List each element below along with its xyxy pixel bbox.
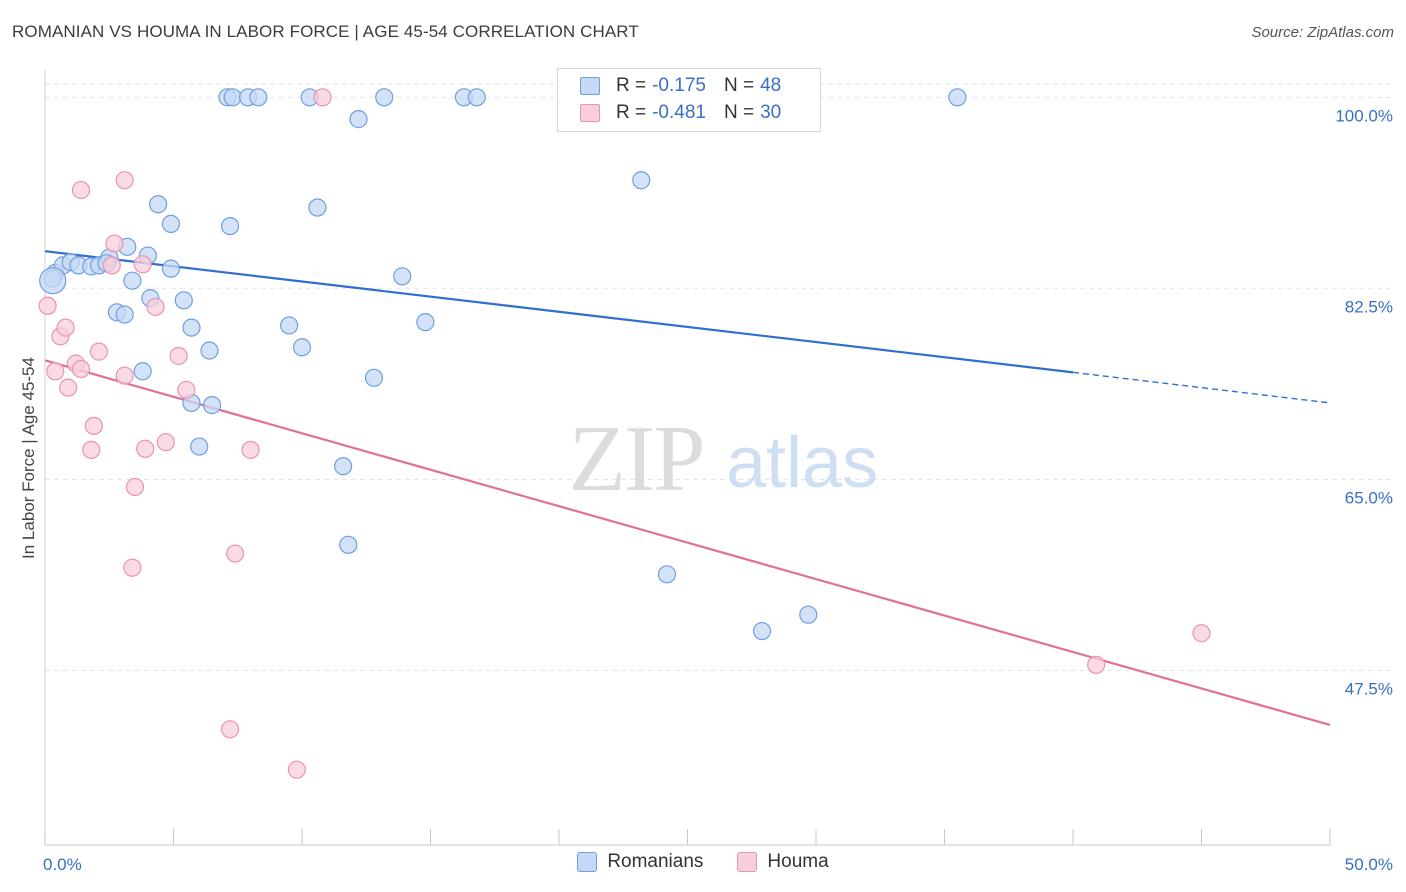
point-houma (59, 378, 78, 397)
x-tick-label: 0.0% (43, 855, 82, 874)
series-legend: Romanians Houma (0, 851, 1406, 873)
legend-n-label: N = (723, 102, 755, 123)
legend-label-houma: Houma (767, 851, 829, 872)
point-houma (38, 296, 57, 315)
point-romanians (182, 318, 201, 337)
trend-lines (44, 250, 1331, 726)
point-houma (177, 380, 196, 399)
point-houma (84, 416, 103, 435)
point-houma (102, 256, 121, 275)
point-romanians (364, 368, 384, 387)
legend-label-romanians: Romanians (607, 851, 704, 872)
legend-swatch-romanians (580, 77, 600, 95)
point-romanians (115, 305, 134, 324)
trend-line-romanians (44, 250, 1074, 374)
point-romanians (174, 291, 193, 310)
legend-n-value: 48 (760, 75, 782, 96)
point-romanians (416, 313, 435, 332)
point-romanians (202, 396, 222, 415)
point-romanians (799, 605, 818, 624)
legend-swatch-houma (580, 104, 600, 122)
point-romanians (349, 110, 368, 129)
point-houma (115, 366, 134, 385)
legend-item-romanians[interactable]: Romanians (577, 851, 703, 873)
point-houma (169, 346, 188, 366)
point-romanians (223, 88, 242, 107)
legend-row-romanians: R = -0.175 N = 48 (580, 74, 781, 98)
point-houma (125, 477, 145, 497)
y-tick-label: 65.0% (1345, 488, 1393, 507)
point-romanians (375, 88, 394, 107)
point-romanians (752, 621, 772, 641)
legend-n-label: N = (723, 75, 755, 96)
legend-r-label: R = (616, 102, 647, 123)
point-houma (115, 171, 134, 190)
point-romanians (161, 214, 181, 234)
point-houma (71, 180, 91, 200)
point-romanians (339, 535, 358, 554)
legend-n-value: 30 (760, 102, 782, 123)
point-romanians (632, 171, 651, 190)
point-houma (146, 297, 165, 316)
point-houma (226, 544, 245, 563)
point-romanians (948, 88, 967, 107)
point-romanians (334, 457, 353, 476)
point-houma (156, 433, 175, 452)
point-romanians (220, 216, 240, 236)
legend-swatch-houma (737, 852, 758, 872)
point-romanians (133, 362, 152, 381)
y-tick-label: 82.5% (1345, 297, 1393, 316)
point-romanians (200, 341, 219, 360)
point-romanians (308, 198, 327, 217)
legend-r-label: R = (616, 75, 647, 96)
legend-r-value: -0.481 (652, 102, 706, 123)
tick-labels: 47.5% 65.0% 82.5% 100.0% 0.0% 50.0% (43, 106, 1393, 874)
point-houma (133, 255, 152, 274)
point-romanians (148, 195, 168, 214)
point-romanians (39, 267, 67, 295)
point-houma (220, 720, 240, 739)
point-houma (82, 440, 101, 459)
point-houma (136, 439, 155, 458)
point-romanians (280, 316, 299, 335)
legend-r-value: -0.175 (652, 75, 706, 96)
point-romanians (123, 271, 142, 290)
point-houma (313, 88, 332, 107)
point-houma (1192, 624, 1211, 643)
point-houma (123, 558, 142, 577)
grid-lines (45, 83, 1392, 671)
axes (44, 70, 1331, 846)
legend-swatch-romanians (577, 852, 598, 872)
data-points (38, 88, 1211, 779)
trend-extension-romanians (1072, 371, 1331, 404)
stats-legend: R = -0.175 N = 48 R = -0.481 N = 30 (557, 68, 821, 132)
point-houma (105, 234, 124, 253)
chart-title: ROMANIAN VS HOUMA IN LABOR FORCE | AGE 4… (12, 22, 639, 41)
source-label: Source: ZipAtlas.com (1251, 24, 1394, 41)
point-romanians (393, 267, 412, 286)
point-houma (1087, 655, 1106, 674)
point-romanians (190, 437, 209, 456)
y-tick-label: 100.0% (1335, 106, 1393, 125)
point-houma (287, 760, 306, 779)
trend-line-houma (44, 359, 1331, 726)
point-houma (56, 318, 75, 337)
point-romanians (161, 259, 181, 278)
point-romanians (657, 565, 677, 584)
point-romanians (292, 338, 312, 357)
point-houma (71, 359, 91, 379)
watermark-zip: ZIP (569, 407, 704, 511)
point-houma (241, 440, 260, 459)
legend-item-houma[interactable]: Houma (737, 851, 829, 873)
watermark-atlas: atlas (726, 423, 878, 503)
point-romanians (467, 88, 486, 107)
point-houma (46, 362, 65, 381)
y-tick-label: 47.5% (1345, 679, 1393, 698)
y-axis-label: In Labor Force | Age 45-54 (19, 357, 38, 559)
point-romanians (249, 88, 268, 107)
legend-row-houma: R = -0.481 N = 30 (580, 101, 781, 125)
point-houma (89, 342, 109, 361)
x-tick-label: 50.0% (1345, 855, 1393, 874)
